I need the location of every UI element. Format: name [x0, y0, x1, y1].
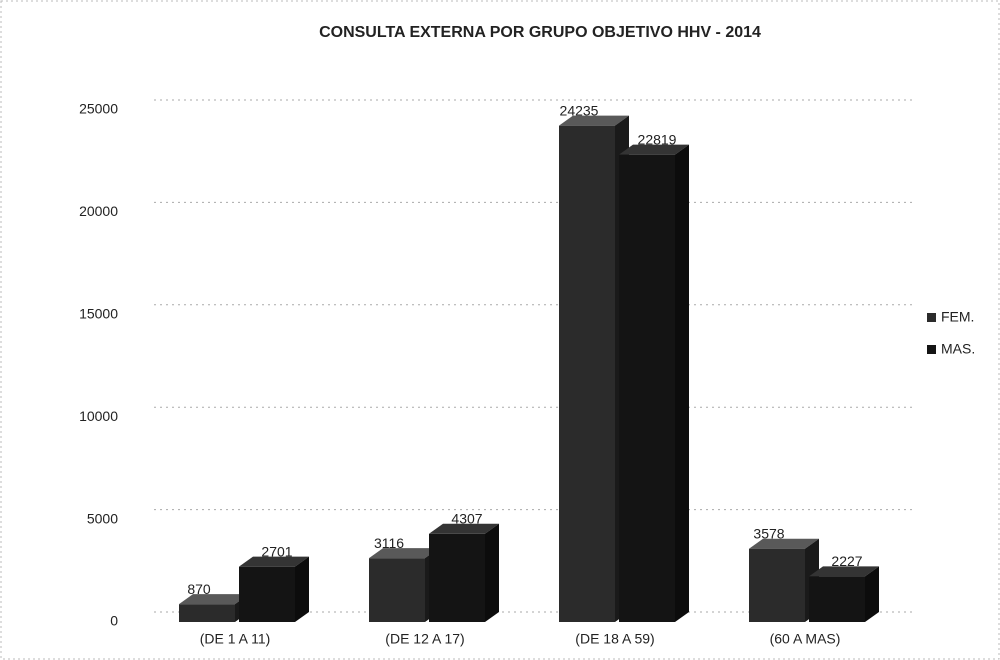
value-label: 3578: [753, 525, 784, 541]
x-tick-label: (DE 1 A 11): [200, 631, 271, 647]
x-tick-label: (DE 12 A 17): [385, 631, 464, 647]
bar-face: [675, 144, 689, 623]
y-tick-label: 10000: [79, 408, 118, 424]
y-tick-label: 20000: [79, 203, 118, 219]
value-label: 24235: [560, 102, 599, 118]
bar-face: [749, 538, 819, 549]
value-label: 2227: [831, 553, 862, 569]
bar-face: [369, 548, 439, 559]
bar-face: [619, 144, 689, 155]
bar: [619, 144, 689, 623]
bar: [559, 115, 629, 622]
bar-face: [865, 566, 879, 622]
legend-swatch: [927, 313, 936, 322]
bar-face: [559, 115, 629, 126]
bar: [369, 548, 439, 622]
y-tick-label: 0: [110, 613, 118, 629]
legend-label: MAS.: [941, 341, 975, 357]
bar-face: [749, 548, 805, 622]
bar-face: [179, 594, 249, 605]
value-label: 3116: [374, 535, 404, 551]
bar: [179, 594, 249, 622]
chart-title: CONSULTA EXTERNA POR GRUPO OBJETIVO HHV …: [319, 24, 761, 41]
bar-face: [619, 154, 675, 623]
value-label: 22819: [638, 131, 677, 147]
y-tick-label: 25000: [79, 101, 118, 117]
bar-face: [179, 604, 235, 622]
bar: [809, 566, 879, 622]
bar: [239, 556, 309, 622]
bar-face: [239, 556, 309, 567]
value-label: 870: [187, 581, 211, 597]
bar-face: [429, 523, 499, 534]
value-label: 4307: [451, 510, 482, 526]
bar: [749, 538, 819, 622]
bar-face: [369, 558, 425, 622]
bar-face: [295, 556, 309, 622]
legend-swatch: [927, 345, 936, 354]
bar-face: [485, 523, 499, 622]
bar-face: [429, 533, 485, 622]
x-tick-label: (DE 18 A 59): [575, 631, 654, 647]
x-tick-label: (60 A MAS): [770, 631, 841, 647]
bar-face: [809, 576, 865, 622]
bar-face: [239, 566, 295, 622]
y-tick-label: 5000: [87, 510, 118, 526]
bar: [429, 523, 499, 622]
legend-label: FEM.: [941, 309, 974, 325]
y-tick-label: 15000: [79, 306, 118, 322]
bar-face: [559, 125, 615, 622]
bar-face: [809, 566, 879, 577]
value-label: 2701: [261, 543, 292, 559]
